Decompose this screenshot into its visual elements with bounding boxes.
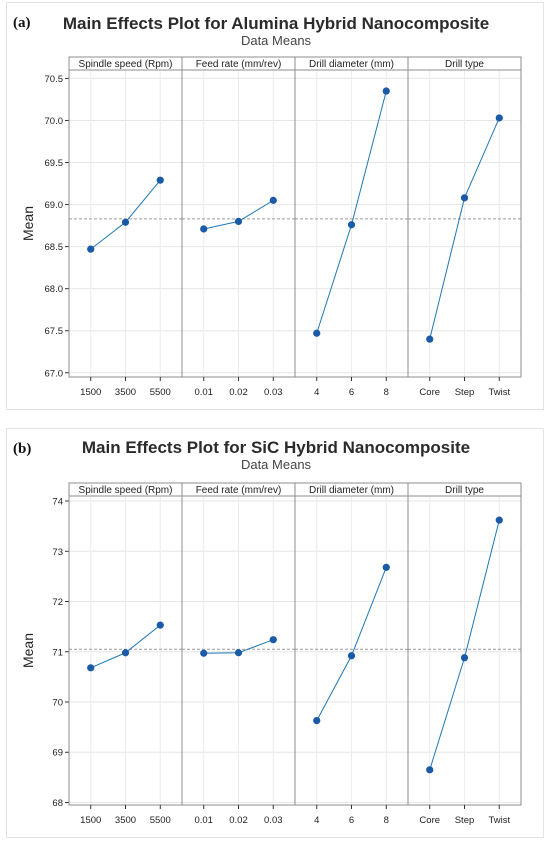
facet-label: Drill type <box>445 59 484 70</box>
facet-label: Drill type <box>445 485 484 496</box>
y-tick-label: 70.0 <box>45 116 64 127</box>
x-tick-label: 3500 <box>115 387 136 398</box>
data-point <box>347 652 356 660</box>
chart-title: Main Effects Plot for SiC Hybrid Nanocom… <box>82 438 470 457</box>
x-tick-label: 1500 <box>80 387 101 398</box>
y-tick-label: 67.5 <box>45 326 64 337</box>
facet-strip <box>407 482 522 497</box>
facet-label: Spindle speed (Rpm) <box>79 59 173 70</box>
panel-label-a: (a) <box>13 15 31 31</box>
chart-title: Main Effects Plot for Alumina Hybrid Nan… <box>63 14 489 33</box>
data-point <box>426 335 434 343</box>
x-tick-label: Core <box>419 815 440 826</box>
y-tick-label: 67.0 <box>45 368 64 379</box>
facet-label: Spindle speed (Rpm) <box>79 485 173 496</box>
data-point <box>234 649 243 657</box>
data-point <box>87 664 95 672</box>
x-tick-label: 4 <box>314 815 319 826</box>
x-tick-label: Step <box>455 815 475 826</box>
y-tick-label: 70.5 <box>45 74 64 85</box>
x-tick-label: 0.02 <box>229 387 248 398</box>
x-tick-label: 1500 <box>80 815 101 826</box>
y-tick-label: 68 <box>52 798 63 809</box>
data-point <box>495 516 503 524</box>
y-tick-label: 71 <box>52 647 63 658</box>
data-point <box>87 245 95 253</box>
x-tick-label: 3500 <box>115 815 136 826</box>
x-tick-label: 0.02 <box>229 815 248 826</box>
data-point <box>121 218 130 226</box>
facet-label: Drill diameter (mm) <box>309 485 394 496</box>
data-point <box>269 196 277 204</box>
panel-label-b: (b) <box>13 441 32 457</box>
x-tick-label: Twist <box>488 387 510 398</box>
data-point <box>382 87 390 95</box>
data-point <box>200 649 208 657</box>
y-tick-label: 69 <box>52 748 63 759</box>
main-effects-chart-b: Main Effects Plot for SiC Hybrid Nanocom… <box>20 438 522 826</box>
x-tick-label: 0.01 <box>194 387 213 398</box>
data-point <box>156 621 164 629</box>
main-effects-figure-b: (b) Main Effects Plot for SiC Hybrid Nan… <box>6 428 544 838</box>
x-tick-label: Core <box>419 387 440 398</box>
x-tick-label: 8 <box>384 387 389 398</box>
y-tick-label: 69.0 <box>45 200 64 211</box>
data-point <box>234 217 243 225</box>
data-point <box>269 636 277 644</box>
data-point <box>347 221 356 229</box>
y-tick-label: 68.0 <box>45 284 64 295</box>
x-tick-label: 0.01 <box>194 815 213 826</box>
data-point <box>156 176 164 184</box>
data-point <box>460 654 469 662</box>
x-tick-label: 5500 <box>150 387 171 398</box>
facet-label: Drill diameter (mm) <box>309 59 394 70</box>
data-point <box>495 114 503 122</box>
y-tick-label: 72 <box>52 597 63 608</box>
main-effects-figure-a: (a) Main Effects Plot for Alumina Hybrid… <box>6 2 544 410</box>
data-point <box>382 563 390 571</box>
x-tick-label: 0.03 <box>264 815 283 826</box>
x-tick-label: 8 <box>384 815 389 826</box>
facet-label: Feed rate (mm/rev) <box>196 59 282 70</box>
x-tick-label: 6 <box>349 815 354 826</box>
y-tick-label: 69.5 <box>45 158 64 169</box>
x-tick-label: 6 <box>349 387 354 398</box>
main-effects-chart-a: Main Effects Plot for Alumina Hybrid Nan… <box>20 14 522 398</box>
data-point <box>200 225 208 233</box>
y-tick-label: 70 <box>52 698 63 709</box>
x-tick-label: 4 <box>314 387 319 398</box>
facet-label: Feed rate (mm/rev) <box>196 485 282 496</box>
y-tick-label: 68.5 <box>45 242 64 253</box>
x-tick-label: Step <box>455 387 475 398</box>
data-point <box>121 649 130 657</box>
chart-subtitle: Data Means <box>241 457 312 472</box>
chart-subtitle: Data Means <box>241 33 312 48</box>
x-tick-label: Twist <box>488 815 510 826</box>
x-tick-label: 0.03 <box>264 387 283 398</box>
data-point <box>460 194 469 202</box>
facet-strip <box>407 56 522 71</box>
data-point <box>313 716 321 725</box>
x-tick-label: 5500 <box>150 815 171 826</box>
y-tick-label: 74 <box>52 497 63 508</box>
y-axis-label: Mean <box>20 633 36 668</box>
data-point <box>426 766 434 774</box>
y-axis-label: Mean <box>20 206 36 241</box>
data-point <box>313 329 321 337</box>
y-tick-label: 73 <box>52 547 63 558</box>
